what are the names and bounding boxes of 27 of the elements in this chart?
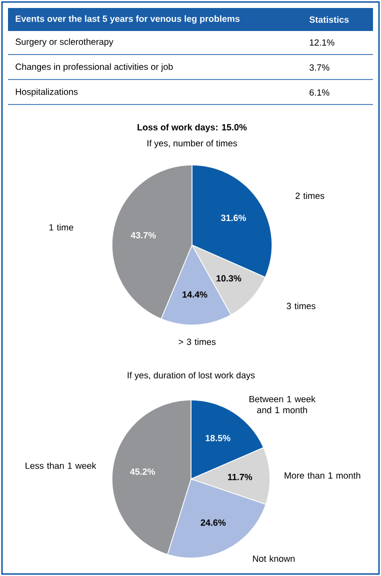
data-label: 14.4% — [182, 291, 208, 298]
text: 3.7% — [310, 64, 330, 71]
text: Hospitalizations — [16, 88, 78, 97]
chart-title: Loss of work days: 15.0% — [138, 124, 247, 132]
slice-label: More than 1 month — [284, 472, 360, 479]
data-label: 45.2% — [130, 468, 156, 475]
slice-label: 1 time — [49, 224, 74, 231]
chart-subtitle: If yes, number of times — [147, 140, 238, 148]
slice-label: 2 times — [296, 192, 324, 199]
data-label: 18.5% — [206, 434, 230, 442]
text: 12.1% — [310, 39, 334, 46]
text: Statistics — [309, 16, 349, 23]
data-label: 11.7% — [228, 474, 252, 480]
slice-label: Between 1 week and 1 month — [250, 396, 316, 414]
slice-label: Not known — [253, 555, 295, 562]
data-label: 10.3% — [216, 275, 242, 282]
text: Events over the last 5 years for venous leg problems — [16, 15, 240, 24]
data-label: 43.7% — [130, 232, 156, 238]
data-label: 31.6% — [221, 214, 246, 222]
text: 6.1% — [310, 89, 330, 96]
slice-label: > 3 times — [178, 338, 216, 346]
slice-label: 3 times — [286, 302, 316, 310]
chart-title: If yes, duration of lost work days — [128, 372, 255, 380]
text: Changes in professional activities or job — [16, 63, 173, 72]
slice-label: Less than 1 week — [26, 462, 96, 469]
data-label: 24.6% — [200, 519, 226, 526]
text: Surgery or sclerotherapy — [16, 38, 114, 47]
